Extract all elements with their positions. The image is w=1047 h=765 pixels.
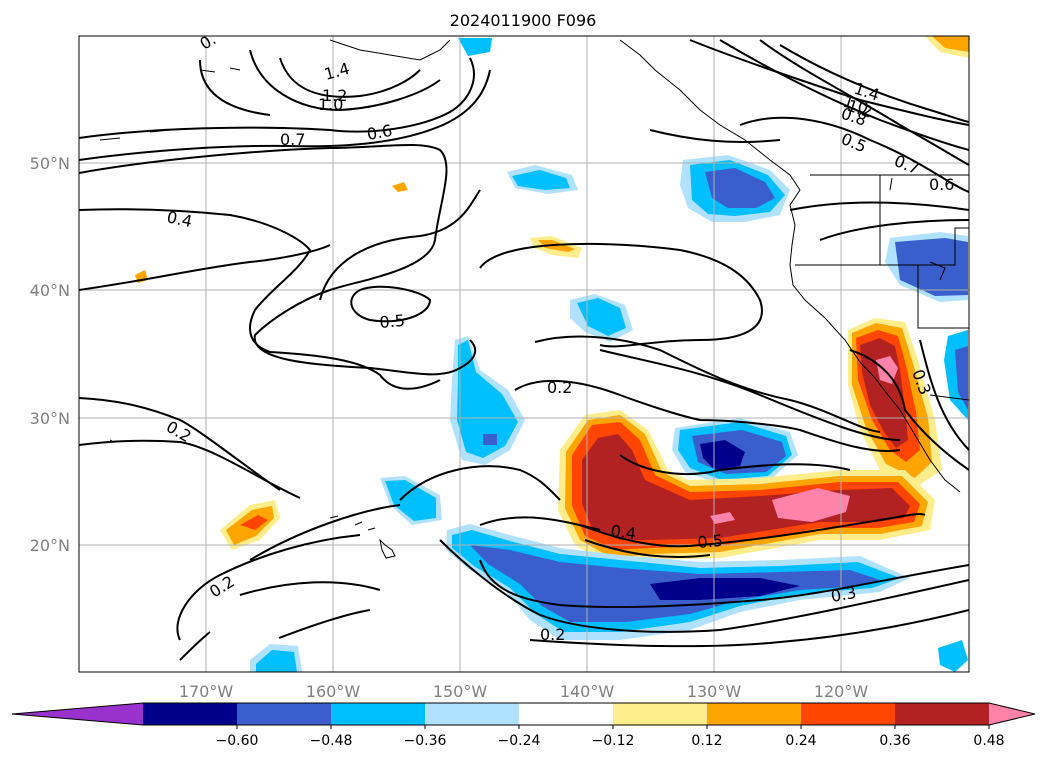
- shaded-fields: [135, 36, 969, 672]
- contour-0.5-closed: [350, 285, 432, 323]
- colorbar-tick-label: 0.48: [973, 733, 1004, 749]
- contour-label: 0.4: [609, 521, 637, 543]
- contour-label: 0.6: [929, 175, 954, 194]
- contour-lines: [79, 39, 969, 661]
- colorbar-bin: [331, 703, 426, 725]
- contour-label: 0.4: [165, 207, 194, 231]
- colorbar-bin: [895, 703, 990, 725]
- colorbar-tick-label: −0.24: [498, 733, 541, 749]
- lon-label: 140°W: [560, 682, 615, 701]
- colorbar-tick-label: 0.24: [785, 733, 816, 749]
- contour-label: 0.7: [280, 130, 305, 149]
- contour-label: 0.6: [365, 121, 393, 144]
- gridlines: [79, 36, 969, 672]
- contour-label: 0.5: [379, 311, 406, 332]
- lon-label: 150°W: [433, 682, 488, 701]
- map-title: 2024011900 F096: [450, 11, 597, 30]
- colorbar-tick-label: −0.12: [592, 733, 635, 749]
- lat-label: 30°N: [30, 409, 70, 428]
- lon-label: 160°W: [306, 682, 361, 701]
- colorbar-extend-low: [12, 703, 143, 725]
- lon-labels: 170°W 160°W 150°W 140°W 130°W 120°W: [179, 682, 869, 701]
- contour-label: 0.2: [547, 378, 572, 397]
- hawaii: [329, 515, 396, 559]
- lat-label: 50°N: [30, 154, 70, 173]
- contour-label: 0.5: [697, 531, 724, 552]
- contour-label: 1.2: [322, 86, 347, 105]
- contour-label: 0.2: [540, 625, 565, 644]
- colorbar-extend-high: [989, 703, 1035, 725]
- blue-patch-north: [458, 38, 492, 56]
- lat-label: 40°N: [30, 281, 70, 300]
- contour-label: 0.3: [829, 583, 857, 606]
- na-coastline: [619, 39, 961, 493]
- lon-label: 170°W: [179, 682, 234, 701]
- colorbar-bin: [519, 703, 614, 725]
- colorbar-tick-label: −0.48: [310, 733, 353, 749]
- lat-label: 20°N: [30, 536, 70, 555]
- contour-label: 1.0: [318, 95, 343, 114]
- colorbar-bin: [613, 703, 708, 725]
- colorbar-outline: [11, 702, 1036, 726]
- map-frame: [78, 35, 970, 673]
- lon-label: 130°W: [687, 682, 742, 701]
- colorbar-bin: [143, 703, 238, 725]
- lat-labels: 50°N 40°N 30°N 20°N: [30, 154, 70, 555]
- colorbar-bin: [801, 703, 896, 725]
- colorbar-bin: [425, 703, 520, 725]
- colorbar-bin: [237, 703, 332, 725]
- lon-label: 120°W: [814, 682, 869, 701]
- coastlines: [99, 39, 969, 559]
- colorbar-tick-label: −0.60: [216, 733, 259, 749]
- colorbar-bin: [707, 703, 802, 725]
- map-panel: 1.4 1.2 1.0 0.7 0.6 0.4 0.5 0.2 0.2 0.4 …: [78, 35, 970, 673]
- colorbar-tick-label: 0.12: [691, 733, 722, 749]
- colorbar-tick-label: −0.36: [404, 733, 447, 749]
- colorbar-tick-label: 0.36: [879, 733, 910, 749]
- colorbar: −0.60 −0.48 −0.36 −0.24 −0.12 0.12 0.24 0.36 0.4…: [11, 702, 1036, 749]
